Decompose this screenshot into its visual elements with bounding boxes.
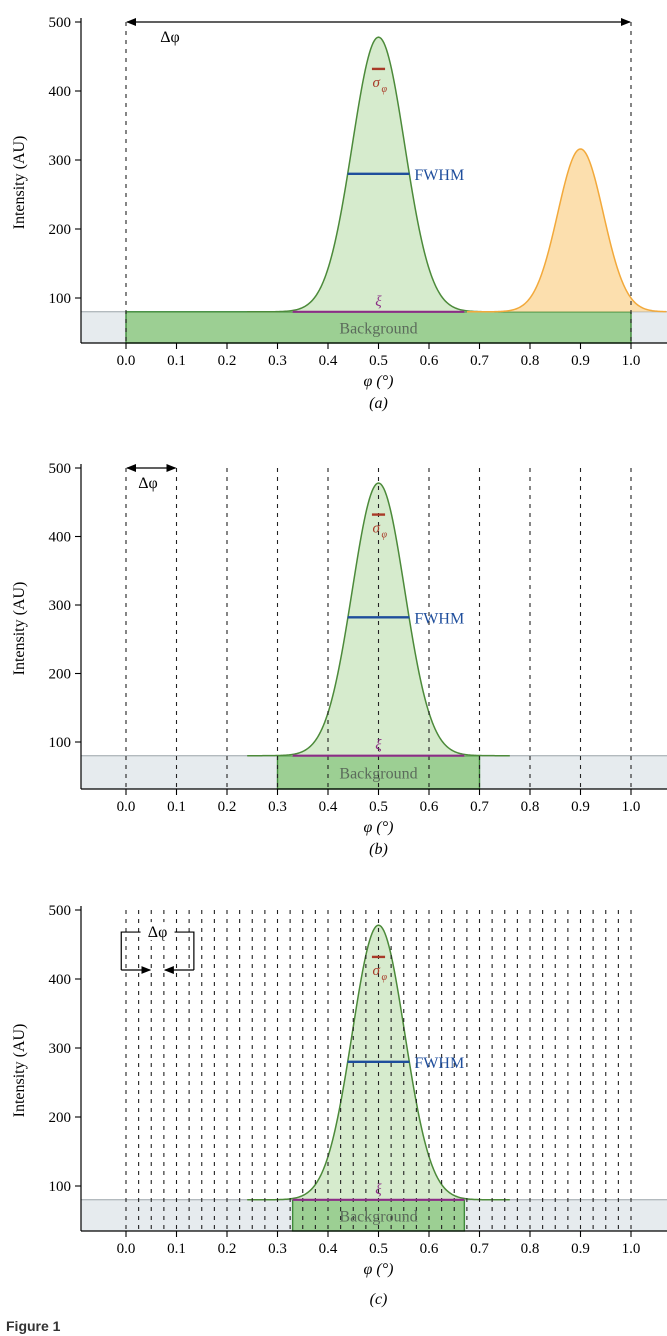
xi-label: ξ: [375, 1182, 382, 1198]
panel-label: (b): [369, 841, 388, 858]
y-tick-label: 400: [49, 84, 72, 100]
x-tick-label: 0.5: [369, 353, 388, 369]
y-tick-label: 300: [49, 1041, 72, 1057]
sigma-subscript: φ: [382, 530, 388, 541]
y-tick-label: 200: [49, 667, 72, 683]
x-tick-label: 0.7: [470, 353, 489, 369]
background-label: Background: [339, 320, 417, 337]
delta-label-bg: [140, 922, 175, 941]
background-box: [125, 311, 632, 344]
sigma-subscript: φ: [382, 972, 388, 983]
x-tick-label: 0.9: [571, 1241, 590, 1257]
y-tick-label: 100: [49, 735, 72, 751]
panel-a: ξ FWHM σ φ Background Δφ 0.0 0.1 0.2 0.3 0.4 0.5 0.6…: [11, 15, 667, 412]
peak-curve-0: [247, 36, 510, 313]
x-tick-label: 0.6: [420, 353, 439, 369]
fwhm-label: FWHM: [414, 1055, 464, 1072]
x-tick-label: 0.1: [167, 1241, 186, 1257]
sigma-label: σ: [373, 521, 381, 537]
background-label: Background: [339, 1208, 417, 1225]
x-tick-label: 0.1: [167, 353, 186, 369]
x-tick-label: 0.4: [319, 799, 338, 815]
y-tick-label: 200: [49, 222, 72, 238]
y-tick-label: 500: [49, 461, 72, 477]
sigma-subscript: φ: [382, 84, 388, 95]
x-tick-label: 0.0: [117, 799, 136, 815]
panel-label: (c): [370, 1291, 388, 1308]
x-tick-label: 0.2: [218, 1241, 237, 1257]
x-tick-label: 1.0: [622, 353, 641, 369]
x-tick-label: 0.4: [319, 1241, 338, 1257]
y-tick-label: 100: [49, 1179, 72, 1195]
x-axis-label: φ (°): [364, 373, 394, 390]
y-tick-label: 400: [49, 530, 72, 546]
sigma-label: σ: [373, 963, 381, 979]
x-tick-label: 0.3: [268, 353, 287, 369]
x-tick-label: 0.3: [268, 1241, 287, 1257]
x-tick-label: 0.0: [117, 1241, 136, 1257]
y-tick-label: 300: [49, 153, 72, 169]
y-tick-label: 500: [49, 903, 72, 919]
figure-label: Figure 1: [6, 1318, 61, 1334]
x-axis-label: φ (°): [364, 1261, 394, 1278]
x-tick-label: 0.1: [167, 799, 186, 815]
peak-curve-0: [247, 482, 510, 757]
panel-c: ξ FWHM σ φ Background Δφ 0.0 0.1 0.2 0.3 0.4 0.5 0.6…: [11, 903, 667, 1308]
x-tick-label: 0.5: [369, 1241, 388, 1257]
peak-curve-1: [466, 148, 667, 313]
peak-curve-0: [247, 924, 510, 1201]
x-tick-label: 0.6: [420, 799, 439, 815]
delta-label: Δφ: [160, 29, 180, 46]
peak-area-1: [466, 148, 667, 312]
background-label: Background: [339, 765, 417, 782]
y-axis-label: Intensity (AU): [11, 1024, 28, 1118]
y-tick-label: 400: [49, 972, 72, 988]
panel-label: (a): [369, 395, 388, 412]
x-tick-label: 0.8: [521, 353, 540, 369]
y-tick-label: 200: [49, 1110, 72, 1126]
peak-area-0: [247, 483, 510, 756]
y-axis-label: Intensity (AU): [11, 136, 28, 230]
x-tick-label: 0.7: [470, 1241, 489, 1257]
x-tick-label: 0.2: [218, 799, 237, 815]
delta-label: Δφ: [148, 924, 168, 941]
fwhm-label: FWHM: [414, 610, 464, 627]
x-tick-label: 0.8: [521, 799, 540, 815]
x-tick-label: 0.5: [369, 799, 388, 815]
x-tick-label: 0.0: [117, 353, 136, 369]
sigma-label: σ: [373, 75, 381, 91]
x-tick-label: 1.0: [622, 1241, 641, 1257]
y-tick-label: 500: [49, 15, 72, 31]
delta-label: Δφ: [138, 475, 158, 492]
y-tick-label: 300: [49, 598, 72, 614]
x-tick-label: 0.4: [319, 353, 338, 369]
x-tick-label: 0.6: [420, 1241, 439, 1257]
fwhm-label: FWHM: [414, 167, 464, 184]
x-tick-label: 0.7: [470, 799, 489, 815]
x-tick-label: 0.2: [218, 353, 237, 369]
x-tick-label: 0.9: [571, 353, 590, 369]
x-axis-label: φ (°): [364, 819, 394, 836]
xi-label: ξ: [375, 294, 382, 310]
y-axis-label: Intensity (AU): [11, 582, 28, 676]
x-tick-label: 0.9: [571, 799, 590, 815]
panel-b: ξ FWHM σ φ Background Δφ 0.0 0.1 0.2 0.3 0.4 0.5 0.6…: [11, 461, 667, 858]
y-tick-label: 100: [49, 291, 72, 307]
x-tick-label: 0.8: [521, 1241, 540, 1257]
xi-label: ξ: [375, 738, 382, 754]
x-tick-label: 1.0: [622, 799, 641, 815]
x-tick-label: 0.3: [268, 799, 287, 815]
